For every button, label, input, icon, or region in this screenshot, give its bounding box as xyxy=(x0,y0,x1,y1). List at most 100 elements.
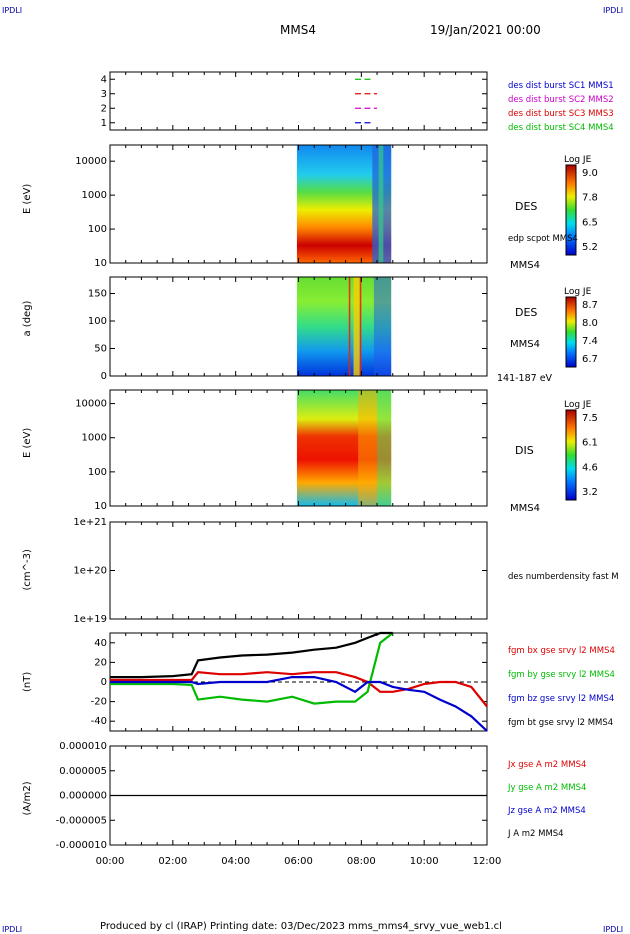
time-tick-label: 12:00 xyxy=(473,856,502,867)
time-tick-label: 06:00 xyxy=(284,856,313,867)
y-tick-label: 100 xyxy=(88,467,107,478)
y-tick-label: 10 xyxy=(94,258,107,269)
legend-entry: fgm bz gse srvy l2 MMS4 xyxy=(508,694,614,704)
y-tick-label: 20 xyxy=(94,657,107,668)
time-tick-label: 08:00 xyxy=(347,856,376,867)
colorbar-tick-label: 8.7 xyxy=(582,300,598,311)
colorbar-tick-label: 8.0 xyxy=(582,318,598,329)
spectrogram-stripe xyxy=(359,277,362,376)
y-tick-label: 0.000010 xyxy=(59,741,107,752)
time-tick-label: 02:00 xyxy=(158,856,187,867)
legend-entry: Jx gse A m2 MMS4 xyxy=(507,760,586,770)
y-tick-label: -0.000005 xyxy=(56,815,107,826)
colorbar-tick-label: 7.4 xyxy=(582,336,598,347)
burst-panel-frame xyxy=(109,71,488,131)
y-tick-label: 0 xyxy=(101,371,107,382)
legend-entry: des numberdensity fast M xyxy=(508,572,619,582)
y-tick-label: 1e+20 xyxy=(73,566,107,577)
y-tick-label: 10 xyxy=(94,501,107,512)
fgm-series-bz xyxy=(110,676,488,732)
y-tick-label: 1 xyxy=(101,118,107,129)
colorbar-tick-label: 4.6 xyxy=(582,462,598,473)
legend-entry: Jy gse A m2 MMS4 xyxy=(507,783,586,793)
colorbar xyxy=(565,409,577,501)
y-tick-label: 1e+21 xyxy=(73,517,107,528)
y-tick-label: 100 xyxy=(88,316,107,327)
legend-entry: fgm bx gse srvy l2 MMS4 xyxy=(508,646,615,656)
time-tick-label: 00:00 xyxy=(96,856,125,867)
y-tick-label: 0.000000 xyxy=(59,791,107,802)
colorbar-tick-label: 7.5 xyxy=(582,413,598,424)
footer-text: Produced by cl (IRAP) Printing date: 03/… xyxy=(100,921,502,932)
spacecraft-label: MMS4 xyxy=(510,260,540,271)
spectrogram-stripe xyxy=(377,390,392,506)
spectrogram-stripe xyxy=(348,277,351,376)
y-tick-label: 1e+19 xyxy=(73,614,107,625)
time-tick-label: 10:00 xyxy=(410,856,439,867)
y-axis-label: (A/m2) xyxy=(22,781,33,815)
colorbar-title: Log JE xyxy=(564,287,592,297)
y-tick-label: 1000 xyxy=(82,433,107,444)
spacecraft-label: MMS4 xyxy=(510,503,540,514)
y-tick-label: 150 xyxy=(88,289,107,300)
y-tick-label: -40 xyxy=(91,716,107,727)
y-axis-label: (cm^-3) xyxy=(22,549,33,590)
corner-label-bottom-left: IPDLI xyxy=(2,925,22,934)
y-tick-label: 10000 xyxy=(75,156,107,167)
y-tick-label: 4 xyxy=(101,74,107,85)
spacecraft-title: MMS4 xyxy=(280,23,316,37)
fgm-series-bx xyxy=(110,671,488,708)
y-tick-label: 2 xyxy=(101,103,107,114)
y-axis-label: E (eV) xyxy=(22,184,33,214)
density-panel-frame xyxy=(109,521,488,620)
legend-entry: des dist burst SC3 MMS3 xyxy=(508,109,614,119)
colorbar-tick-label: 6.5 xyxy=(582,217,598,228)
spectrogram-stripe xyxy=(358,390,378,506)
y-tick-label: 0 xyxy=(101,677,107,688)
y-axis-label: E (eV) xyxy=(22,428,33,458)
y-tick-label: 3 xyxy=(101,89,107,100)
spectrogram-stripe xyxy=(373,277,392,376)
spectrogram-stripe xyxy=(378,145,384,263)
y-tick-label: 50 xyxy=(94,344,107,355)
legend-entry: fgm by gse srvy l2 MMS4 xyxy=(508,670,615,680)
y-tick-label: 0.000005 xyxy=(59,766,107,777)
colorbar-tick-label: 9.0 xyxy=(582,168,598,179)
legend-entry: des dist burst SC1 MMS1 xyxy=(508,81,614,91)
energy-range-label: 141-187 eV xyxy=(497,373,553,384)
y-axis-label: a (deg) xyxy=(22,300,33,336)
y-tick-label: -20 xyxy=(91,697,107,708)
corner-label-bottom-right: IPDLI xyxy=(603,925,623,934)
colorbar xyxy=(565,164,577,256)
legend-entry: J A m2 MMS4 xyxy=(507,829,564,839)
corner-label-top-left: IPDLI xyxy=(2,6,22,15)
time-tick-label: 04:00 xyxy=(221,856,250,867)
colorbar-tick-label: 6.1 xyxy=(582,438,598,449)
colorbar-tick-label: 6.7 xyxy=(582,354,598,365)
instrument-label: DIS xyxy=(515,444,534,457)
colorbar-title: Log JE xyxy=(564,155,592,165)
legend-entry: des dist burst SC4 MMS4 xyxy=(508,123,614,133)
legend-entry: Jz gse A m2 MMS4 xyxy=(507,806,586,816)
fgm-series-by xyxy=(110,632,394,705)
colorbar-tick-label: 5.2 xyxy=(582,242,598,253)
y-tick-label: 100 xyxy=(88,224,107,235)
fgm-series-bt xyxy=(110,631,393,679)
colorbar-tick-label: 7.8 xyxy=(582,193,598,204)
legend-entry: fgm bt gse srvy l2 MMS4 xyxy=(508,718,613,728)
y-tick-label: 40 xyxy=(94,638,107,649)
legend-entry: des dist burst SC2 MMS2 xyxy=(508,95,614,105)
date-title: 19/Jan/2021 00:00 xyxy=(430,23,541,37)
colorbar-title: Log JE xyxy=(564,400,592,410)
corner-label-top-right: IPDLI xyxy=(603,6,623,15)
instrument-label: DES xyxy=(515,306,537,319)
y-tick-label: 10000 xyxy=(75,399,107,410)
panels: 1 2 3 4 des dist burst SC1 MMS1 des dist burs… xyxy=(22,71,619,867)
instrument-label: DES xyxy=(515,200,537,213)
spectrogram-stripe xyxy=(353,277,360,376)
colorbar xyxy=(565,296,577,368)
y-tick-label: 1000 xyxy=(82,190,107,201)
scpot-label: edp scpot MMS4 xyxy=(508,234,578,244)
colorbar-tick-label: 3.2 xyxy=(582,487,598,498)
